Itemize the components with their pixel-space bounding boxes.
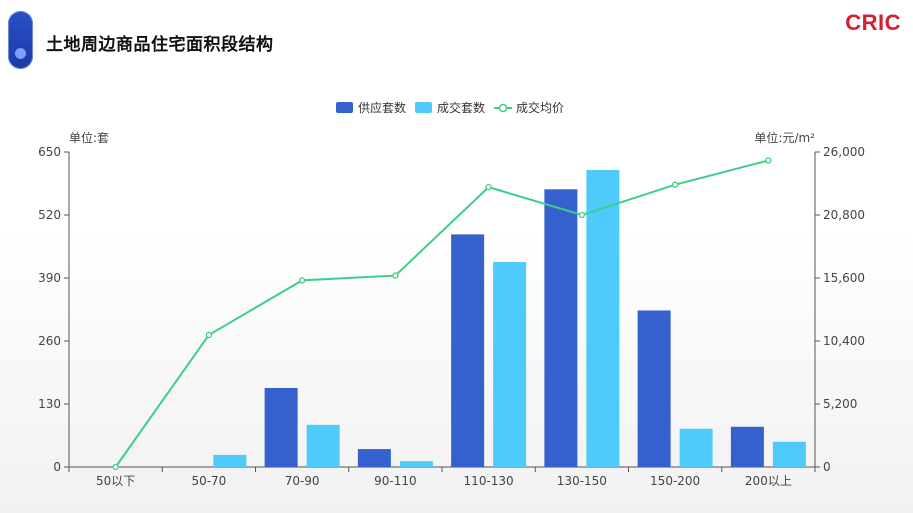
y-left-tick-label: 390	[38, 271, 61, 285]
page-title: 土地周边商品住宅面积段结构	[46, 35, 274, 55]
bar-deal	[493, 262, 527, 467]
bar-supply	[451, 234, 485, 467]
x-tick-label: 90-110	[374, 474, 417, 488]
legend-price-marker	[498, 103, 508, 113]
y-right-tick-label: 15,600	[823, 271, 865, 285]
legend-supply-swatch	[336, 102, 353, 113]
bar-supply	[637, 310, 671, 467]
legend-label: 供应套数	[358, 100, 406, 115]
price-point	[765, 157, 772, 164]
x-tick-label: 130-150	[557, 474, 607, 488]
x-tick-label: 150-200	[650, 474, 700, 488]
x-tick-label: 50以下	[96, 474, 135, 488]
bar-supply	[730, 426, 764, 467]
title-decoration	[8, 11, 33, 69]
price-point	[112, 463, 119, 471]
bar-deal	[679, 428, 713, 467]
bar-supply	[357, 449, 391, 467]
y-left-tick-label: 650	[38, 145, 61, 159]
x-tick-label: 110-130	[464, 474, 514, 488]
y-left-tick-label: 130	[38, 397, 61, 411]
legend-deal-swatch	[415, 102, 432, 113]
bar-supply	[264, 388, 298, 467]
x-tick-label: 70-90	[285, 474, 320, 488]
price-point	[578, 211, 586, 219]
bar-deal	[586, 169, 620, 467]
x-tick-label: 200以上	[745, 474, 792, 488]
y-left-tick-label: 260	[38, 334, 61, 348]
bar-supply	[544, 189, 578, 468]
bar-deal	[772, 441, 806, 467]
price-line	[114, 159, 769, 468]
y-left-tick-label: 520	[38, 208, 61, 222]
y-right-tick-label: 0	[823, 460, 831, 474]
y-right-tick-label: 20,800	[823, 208, 865, 222]
y-left-tick-label: 0	[53, 460, 61, 474]
title-decoration-dot	[15, 48, 26, 59]
y-right-tick-label: 26,000	[823, 145, 865, 159]
legend-label: 成交均价	[516, 100, 564, 115]
bar-deal	[213, 454, 247, 467]
x-tick-label: 50-70	[191, 474, 226, 488]
bar-deal	[306, 424, 340, 467]
price-point	[205, 331, 213, 339]
cric-logo: CRIC	[845, 10, 901, 35]
bar-deal	[399, 461, 433, 467]
price-point	[671, 181, 679, 188]
y-right-unit-label: 单位:元/m²	[754, 130, 815, 145]
y-left-unit-label: 单位:套	[69, 130, 109, 145]
price-point	[485, 183, 492, 191]
price-point	[298, 277, 306, 284]
price-point	[392, 272, 399, 279]
y-right-tick-label: 5,200	[823, 397, 857, 411]
legend-label: 成交套数	[437, 100, 485, 115]
y-right-tick-label: 10,400	[823, 334, 865, 348]
